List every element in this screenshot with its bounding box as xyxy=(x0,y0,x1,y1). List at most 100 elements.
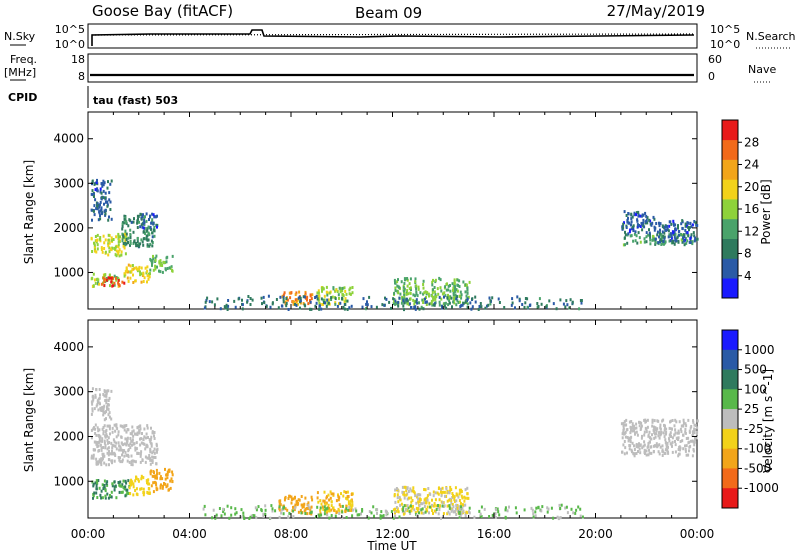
heatmap-cell xyxy=(101,427,104,431)
heatmap-cell xyxy=(97,462,99,466)
heatmap-cell xyxy=(682,433,684,437)
heatmap-cell xyxy=(138,267,140,271)
heatmap-cell xyxy=(424,488,427,492)
heatmap-cell xyxy=(456,504,459,507)
heatmap-cell xyxy=(580,301,583,305)
colorbar-swatch xyxy=(722,258,738,279)
heatmap-cell xyxy=(138,431,141,435)
heatmap-cell xyxy=(474,300,477,304)
heatmap-cell xyxy=(141,432,143,435)
heatmap-cell xyxy=(480,505,483,509)
heatmap-cell xyxy=(677,240,680,244)
heatmap-cell xyxy=(131,264,134,267)
heatmap-cell xyxy=(129,483,132,487)
heatmap-cell xyxy=(130,454,133,458)
heatmap-cell xyxy=(433,303,436,307)
heatmap-cell xyxy=(405,493,408,497)
colorbar-swatch xyxy=(722,428,738,449)
heatmap-cell xyxy=(99,187,102,191)
heatmap-cell xyxy=(145,432,148,436)
heatmap-cell xyxy=(405,292,408,296)
heatmap-cell xyxy=(667,235,670,239)
heatmap-cell xyxy=(345,496,348,500)
heatmap-cell xyxy=(94,427,96,431)
heatmap-cell xyxy=(695,436,698,440)
heatmap-cell xyxy=(249,297,252,300)
heatmap-cell xyxy=(444,494,446,498)
heatmap-cell xyxy=(292,300,295,304)
heatmap-cell xyxy=(645,449,648,453)
heatmap-cell xyxy=(462,302,465,306)
heatmap-cell xyxy=(432,504,435,508)
heatmap-cell xyxy=(651,424,654,428)
heatmap-cell xyxy=(683,239,685,243)
heatmap-cell xyxy=(109,208,112,211)
y-tick-label: 3000 xyxy=(53,385,84,399)
heatmap-cell xyxy=(395,506,398,509)
heatmap-cell xyxy=(154,456,157,459)
heatmap-cell xyxy=(215,513,218,517)
heatmap-cell xyxy=(152,268,155,272)
heatmap-cell xyxy=(534,514,537,518)
heatmap-cell xyxy=(445,306,448,310)
heatmap-cell xyxy=(264,504,267,508)
heatmap-cell xyxy=(102,276,105,280)
heatmap-cell xyxy=(141,225,144,229)
heatmap-cell xyxy=(323,499,326,503)
heatmap-cell xyxy=(94,188,97,192)
heatmap-cell xyxy=(119,484,122,488)
heatmap-cell xyxy=(341,504,344,508)
heatmap-cell xyxy=(318,307,321,311)
heatmap-cell xyxy=(480,515,483,518)
heatmap-cell xyxy=(104,191,107,195)
heatmap-cell xyxy=(109,452,112,456)
heatmap-cell xyxy=(514,506,517,510)
heatmap-cell xyxy=(152,222,155,226)
heatmap-cell xyxy=(652,237,655,241)
heatmap-cell xyxy=(224,306,227,310)
heatmap-cell xyxy=(125,269,128,272)
heatmap-cell xyxy=(311,293,314,297)
heatmap-cell xyxy=(119,448,122,452)
heatmap-cell xyxy=(316,505,319,509)
heatmap-cell xyxy=(151,235,154,239)
heatmap-cell xyxy=(552,302,555,306)
heatmap-cell xyxy=(523,305,526,309)
heatmap-cell xyxy=(92,482,95,486)
heatmap-cell xyxy=(695,223,698,227)
heatmap-cell xyxy=(132,482,135,486)
heatmap-cell xyxy=(112,438,115,442)
heatmap-cell xyxy=(129,446,132,450)
heatmap-cell xyxy=(674,450,677,454)
heatmap-cell xyxy=(650,451,653,455)
heatmap-cell xyxy=(464,283,467,287)
heatmap-cell xyxy=(123,428,126,432)
heatmap-cell xyxy=(140,474,143,478)
heatmap-cell xyxy=(113,281,116,285)
heatmap-cell xyxy=(635,430,638,434)
heatmap-cell xyxy=(130,439,133,443)
heatmap-cell xyxy=(629,228,632,232)
heatmap-cell xyxy=(453,301,456,305)
heatmap-cell xyxy=(164,482,166,486)
heatmap-cell xyxy=(636,444,639,448)
heatmap-cell xyxy=(479,512,482,516)
heatmap-cell xyxy=(664,240,667,244)
heatmap-cell xyxy=(104,273,107,277)
heatmap-cell xyxy=(334,514,337,518)
heatmap-cell xyxy=(241,303,244,307)
heatmap-cell xyxy=(128,218,131,222)
heatmap-cell xyxy=(460,296,463,300)
heatmap-cell xyxy=(424,510,427,514)
heatmap-cell xyxy=(654,241,657,245)
heatmap-cell xyxy=(667,450,669,454)
heatmap-cell xyxy=(139,487,142,491)
heatmap-cell xyxy=(393,278,396,282)
heatmap-cell xyxy=(347,508,350,512)
heatmap-cell xyxy=(123,454,126,458)
x-tick-label: 16:00 xyxy=(477,527,512,541)
heatmap-cell xyxy=(91,189,94,193)
heatmap-cell xyxy=(101,452,104,456)
heatmap-cell xyxy=(432,278,434,282)
heatmap-cell xyxy=(212,508,215,512)
